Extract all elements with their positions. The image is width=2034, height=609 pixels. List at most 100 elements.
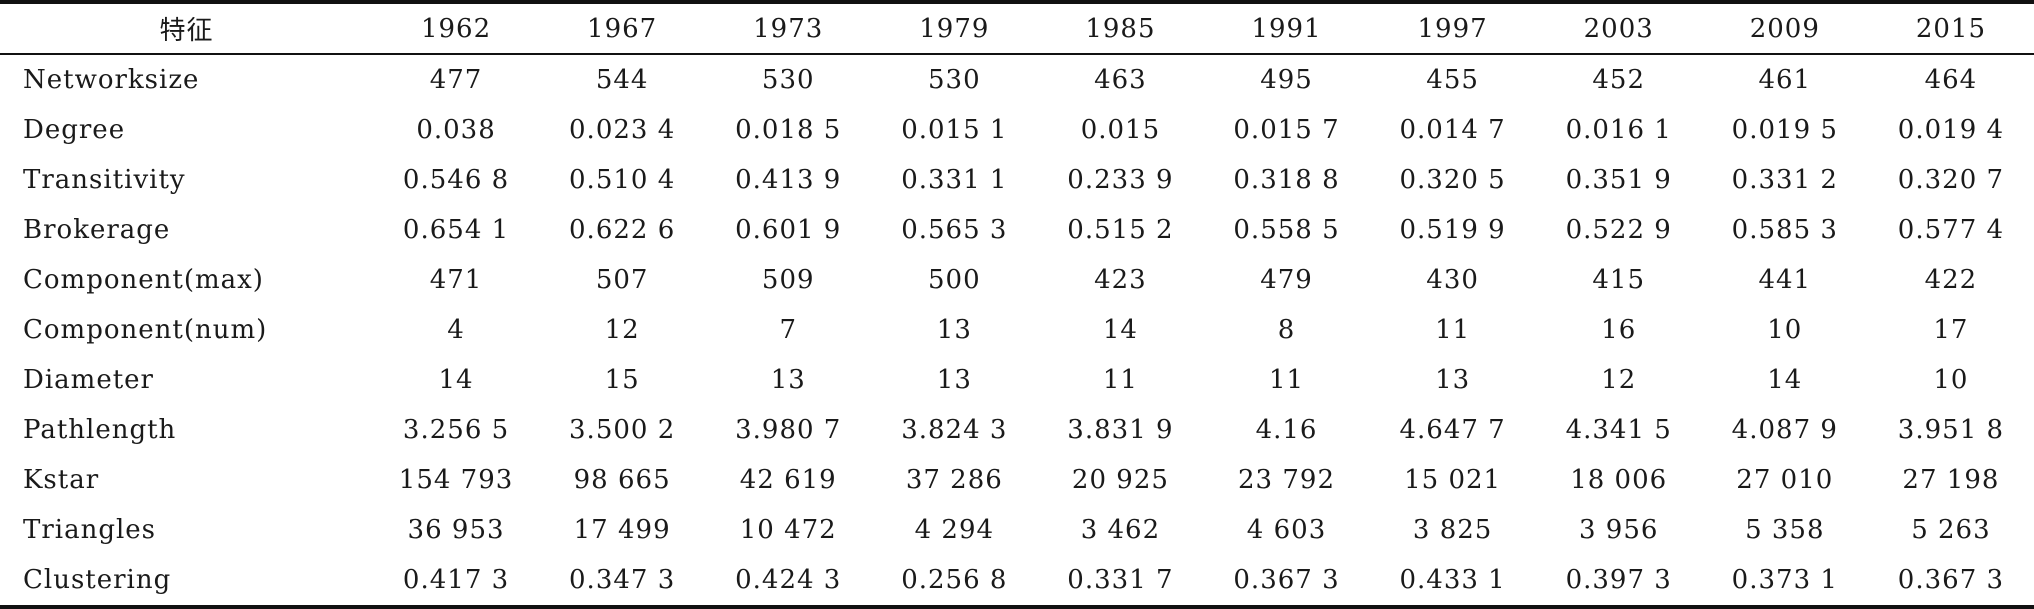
row-feature-label: Triangles <box>23 515 157 545</box>
table-row: Kstar 154 793 98 665 42 619 37 286 20 925 23 7… <box>0 455 2034 505</box>
table-cell-value: 461 <box>1758 65 1812 95</box>
header-year: 2009 <box>1749 13 1820 44</box>
table-cell-value: 3 462 <box>1080 515 1161 545</box>
table-cell-value: 0.014 7 <box>1399 115 1506 145</box>
table-cell-value: 5 358 <box>1745 515 1825 545</box>
row-feature-label: Networksize <box>23 65 200 95</box>
table-cell-value: 0.558 5 <box>1233 215 1340 245</box>
table-cell-value: 0.320 5 <box>1399 165 1506 195</box>
table-cell-value: 4 294 <box>914 515 995 545</box>
table-cell-value: 154 793 <box>398 465 514 495</box>
table-cell-value: 0.397 3 <box>1565 565 1672 595</box>
table-cell-value: 477 <box>429 65 483 95</box>
table-cell-value: 509 <box>761 265 815 295</box>
table-cell-value: 12 <box>1601 365 1637 395</box>
table-cell-value: 4.16 <box>1255 415 1318 445</box>
table-cell-value: 0.577 4 <box>1897 215 2005 245</box>
table-cell-value: 11 <box>1268 365 1305 395</box>
table-cell-value: 4 <box>447 315 465 345</box>
table-cell-value: 441 <box>1758 265 1812 295</box>
table-cell-value: 14 <box>438 365 474 395</box>
table-cell-value: 0.510 4 <box>569 165 676 195</box>
table-cell-value: 0.331 2 <box>1731 165 1838 195</box>
header-year: 1967 <box>587 13 658 44</box>
table-cell-value: 11 <box>1102 365 1138 395</box>
table-cell-value: 0.413 9 <box>735 165 842 195</box>
table-cell-value: 500 <box>928 265 981 295</box>
table-cell-value: 15 <box>604 365 640 395</box>
table-cell-value: 0.373 1 <box>1731 565 1838 595</box>
table-cell-value: 0.417 3 <box>402 565 510 595</box>
header-year: 1962 <box>420 13 492 44</box>
table-cell-value: 0.519 9 <box>1399 215 1506 245</box>
row-feature-label: Diameter <box>23 365 154 395</box>
table-cell-value: 507 <box>595 265 649 295</box>
table-cell-value: 471 <box>429 265 483 295</box>
table-row: Diameter 14 15 13 13 11 11 13 12 14 10 <box>0 355 2034 405</box>
row-feature-label: Kstar <box>23 465 100 495</box>
table-cell-value: 20 925 <box>1071 465 1169 495</box>
table-cell-value: 0.018 5 <box>735 115 842 145</box>
table-row: Triangles 36 953 17 499 10 472 4 294 3 462 4 6… <box>0 505 2034 555</box>
header-year: 1997 <box>1417 13 1488 44</box>
table-cell-value: 27 198 <box>1902 465 2000 495</box>
table-row: Component(max) 471 507 509 500 423 479 430 415 44… <box>0 255 2034 305</box>
table-cell-value: 16 <box>1601 315 1637 345</box>
table-cell-value: 452 <box>1592 65 1646 95</box>
row-feature-label: Transitivity <box>23 165 186 195</box>
row-feature-label: Brokerage <box>23 215 171 245</box>
table-cell-value: 13 <box>770 365 806 395</box>
header-row: 特征 1962 1967 1973 1979 1985 1991 1997 20… <box>0 2 2034 54</box>
table-cell-value: 0.522 9 <box>1565 215 1672 245</box>
table-cell-value: 0.023 4 <box>569 115 676 145</box>
table-row: Component(num) 4 12 7 13 14 8 11 16 10 17 <box>0 305 2034 355</box>
table-cell-value: 98 665 <box>573 465 671 495</box>
table-cell-value: 36 953 <box>407 515 505 545</box>
table-cell-value: 42 619 <box>739 465 837 495</box>
table-cell-value: 0.019 5 <box>1731 115 1838 145</box>
table-cell-value: 0.015 1 <box>901 115 1008 145</box>
table-cell-value: 0.433 1 <box>1399 565 1506 595</box>
table-cell-value: 14 <box>1102 315 1138 345</box>
header-feature-label: 特征 <box>159 16 214 46</box>
table-cell-value: 8 <box>1277 315 1296 345</box>
table-cell-value: 0.256 8 <box>901 565 1008 595</box>
table-cell-value: 4 603 <box>1246 515 1327 545</box>
table-cell-value: 5 263 <box>1911 515 1991 545</box>
table-cell-value: 4.647 7 <box>1399 415 1506 445</box>
table-cell-value: 13 <box>1435 365 1471 395</box>
header-year: 1979 <box>919 13 990 44</box>
table-cell-value: 479 <box>1260 265 1313 295</box>
table-cell-value: 15 021 <box>1404 465 1502 495</box>
table-cell-value: 4.341 5 <box>1565 415 1672 445</box>
table-cell-value: 530 <box>928 65 981 95</box>
table-cell-value: 10 <box>1933 365 1969 395</box>
table-cell-value: 0.585 3 <box>1731 215 1838 245</box>
table-cell-value: 14 <box>1767 365 1803 395</box>
table-cell-value: 0.601 9 <box>735 215 842 245</box>
header-year: 1973 <box>753 13 824 44</box>
table-cell-value: 430 <box>1426 265 1479 295</box>
table-cell-value: 0.233 9 <box>1067 165 1174 195</box>
table-cell-value: 0.331 1 <box>901 165 1008 195</box>
table-cell-value: 3.951 8 <box>1897 415 2005 445</box>
table-cell-value: 10 <box>1767 315 1803 345</box>
table-cell-value: 10 472 <box>739 515 837 545</box>
table-row: Networksize 477 544 530 530 463 495 455 452 461 46… <box>0 54 2034 105</box>
table-cell-value: 0.367 3 <box>1233 565 1340 595</box>
table-cell-value: 455 <box>1426 65 1479 95</box>
table-cell-value: 0.347 3 <box>569 565 676 595</box>
table-cell-value: 415 <box>1592 265 1646 295</box>
table-cell-value: 0.565 3 <box>901 215 1008 245</box>
table-cell-value: 12 <box>604 315 640 345</box>
table-cell-value: 7 <box>779 315 797 345</box>
table-cell-value: 23 792 <box>1238 465 1335 495</box>
table-cell-value: 0.424 3 <box>735 565 842 595</box>
row-feature-label: Component(num) <box>23 315 268 345</box>
table-cell-value: 13 <box>936 315 972 345</box>
table-cell-value: 37 286 <box>905 465 1003 495</box>
table-cell-value: 0.622 6 <box>569 215 676 245</box>
table-row: Brokerage 0.654 1 0.622 6 0.601 9 0.565 3 0.5… <box>0 205 2034 255</box>
table-cell-value: 0.015 7 <box>1233 115 1340 145</box>
